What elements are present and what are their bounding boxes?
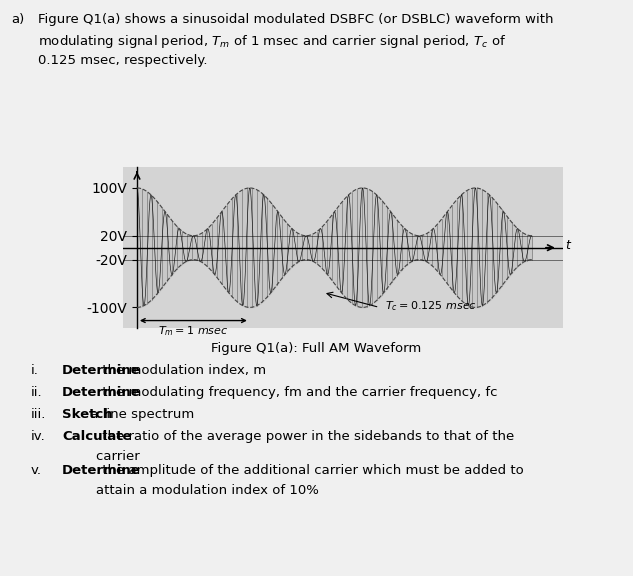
- Text: carrier: carrier: [62, 450, 140, 464]
- Text: Figure Q1(a) shows a sinusoidal modulated DSBFC (or DSBLC) waveform with: Figure Q1(a) shows a sinusoidal modulate…: [38, 13, 553, 26]
- Text: i.: i.: [30, 364, 38, 377]
- Text: the ratio of the average power in the sidebands to that of the: the ratio of the average power in the si…: [98, 430, 514, 443]
- Text: 0.125 msec, respectively.: 0.125 msec, respectively.: [38, 54, 208, 67]
- Text: the amplitude of the additional carrier which must be added to: the amplitude of the additional carrier …: [98, 464, 523, 477]
- Text: Determine: Determine: [62, 464, 141, 477]
- Text: a line spectrum: a line spectrum: [86, 408, 194, 421]
- Text: $T_m = 1\ msec$: $T_m = 1\ msec$: [158, 324, 229, 338]
- Text: t: t: [566, 239, 570, 252]
- Text: Determine: Determine: [62, 386, 141, 399]
- Text: the modulating frequency, fm and the carrier frequency, fc: the modulating frequency, fm and the car…: [98, 386, 498, 399]
- Text: a): a): [11, 13, 25, 26]
- Text: Calculate: Calculate: [62, 430, 132, 443]
- Text: modulating signal period, $T_m$ of 1 msec and carrier signal period, $T_c$ of: modulating signal period, $T_m$ of 1 mse…: [38, 33, 506, 51]
- Text: iv.: iv.: [30, 430, 45, 443]
- Text: attain a modulation index of 10%: attain a modulation index of 10%: [62, 484, 319, 498]
- Text: the modulation index, m: the modulation index, m: [98, 364, 266, 377]
- Text: Determine: Determine: [62, 364, 141, 377]
- Text: v.: v.: [30, 464, 41, 477]
- Text: $T_c = 0.125\ msec$: $T_c = 0.125\ msec$: [385, 299, 477, 313]
- Text: Sketch: Sketch: [62, 408, 113, 421]
- Text: iii.: iii.: [30, 408, 46, 421]
- Text: Figure Q1(a): Full AM Waveform: Figure Q1(a): Full AM Waveform: [211, 342, 422, 355]
- Text: ii.: ii.: [30, 386, 42, 399]
